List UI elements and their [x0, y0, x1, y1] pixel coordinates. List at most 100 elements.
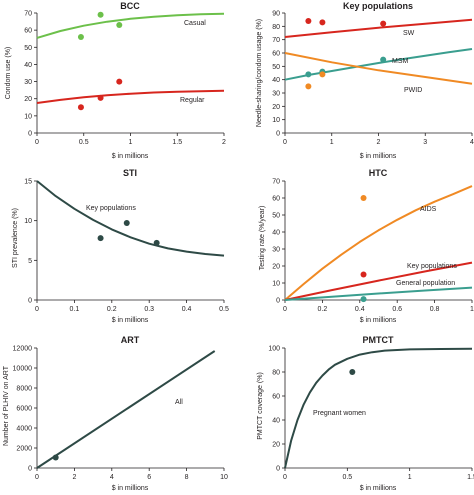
- x-tick-label: 0.4: [182, 306, 192, 313]
- y-tick-label: 30: [272, 247, 280, 254]
- x-tick-label: 2: [377, 139, 381, 146]
- data-point-key-populations: [123, 220, 130, 227]
- x-axis-label: $ in millions: [112, 153, 149, 160]
- x-tick-label: 0: [283, 306, 287, 313]
- y-axis-label: Needle-sharing/condom usage (%): [256, 19, 263, 127]
- series-label-key-populations: Key populations: [407, 263, 457, 270]
- x-tick-label: 4: [470, 139, 474, 146]
- y-tick-label: 60: [24, 28, 32, 35]
- y-tick-label: 15: [24, 179, 32, 186]
- y-tick-label: 70: [272, 179, 280, 186]
- data-point-aids: [360, 195, 367, 201]
- data-point-pregnant-women: [349, 369, 356, 375]
- y-tick-label: 60: [272, 196, 280, 203]
- panel-art: ART $ in millions Number of PLHIV on ART…: [3, 335, 228, 492]
- x-tick-label: 0.5: [342, 474, 352, 481]
- x-tick-label: 1: [470, 306, 474, 313]
- y-tick-label: 8000: [16, 386, 32, 393]
- series-curve-key-populations: [36, 180, 225, 257]
- x-tick-label: 0.5: [79, 139, 89, 146]
- data-point-key-populations: [360, 271, 367, 278]
- x-axis-label: $ in millions: [112, 485, 149, 492]
- y-tick-label: 50: [24, 45, 32, 52]
- data-point-sw: [305, 18, 312, 24]
- data-point-key-populations: [97, 235, 104, 242]
- series-curve-all: [36, 350, 216, 469]
- y-tick-label: 10: [272, 117, 280, 124]
- y-axis-label: Condom use (%): [5, 47, 12, 100]
- y-tick-label: 0: [276, 131, 280, 138]
- y-tick-label: 60: [272, 394, 280, 401]
- series-label-regular: Regular: [180, 97, 205, 104]
- series-curve-key-populations: [284, 261, 473, 301]
- data-point-general-population: [360, 296, 367, 303]
- series-label-aids: AIDS: [420, 206, 437, 213]
- series-label-sw: SW: [403, 30, 415, 37]
- x-tick-label: 6: [147, 474, 151, 481]
- panel-title: ART: [121, 335, 140, 345]
- x-tick-label: 4: [110, 474, 114, 481]
- y-tick-label: 10000: [13, 366, 33, 373]
- y-tick-label: 0: [28, 298, 32, 305]
- data-point-key-populations: [153, 239, 160, 246]
- plot-area: 0 0.1 0.2 0.3 0.4 0.5 0 5 10 15: [24, 179, 229, 314]
- series-label-all: All: [175, 399, 183, 406]
- data-point-regular: [77, 104, 84, 111]
- y-tick-label: 70: [24, 11, 32, 18]
- y-tick-label: 4000: [16, 426, 32, 433]
- y-tick-label: 5: [28, 258, 32, 265]
- y-tick-label: 20: [272, 264, 280, 271]
- data-point-pwid: [319, 71, 326, 78]
- y-tick-label: 12000: [13, 346, 33, 353]
- y-tick-label: 50: [272, 64, 280, 71]
- y-tick-label: 0: [28, 466, 32, 473]
- series-curve-pregnant-women: [284, 347, 473, 469]
- x-tick-label: 0.8: [430, 306, 440, 313]
- x-tick-label: 0.3: [144, 306, 154, 313]
- panel-htc: HTC $ in millions Testing rate (%/year) …: [259, 168, 474, 324]
- series-label-pregnant-women: Pregnant women: [313, 410, 366, 417]
- x-tick-label: 2: [72, 474, 76, 481]
- plot-area: 0 0.5 1 1.5 0 20 40 60 80 100: [268, 346, 474, 482]
- y-tick-label: 40: [272, 418, 280, 425]
- data-point-casual: [116, 22, 123, 28]
- x-tick-label: 0.2: [318, 306, 328, 313]
- data-point-casual: [77, 34, 84, 40]
- x-tick-label: 1.5: [467, 474, 474, 481]
- x-tick-label: 8: [185, 474, 189, 481]
- y-tick-label: 40: [272, 77, 280, 84]
- y-tick-label: 10: [24, 218, 32, 225]
- y-tick-label: 2000: [16, 446, 32, 453]
- y-tick-label: 40: [272, 230, 280, 237]
- series-label-general-population: General population: [396, 280, 455, 287]
- panel-title: HTC: [369, 168, 388, 178]
- x-tick-label: 1: [408, 474, 412, 481]
- y-tick-label: 100: [268, 346, 280, 353]
- x-tick-label: 0: [283, 139, 287, 146]
- y-tick-label: 30: [272, 91, 280, 98]
- x-tick-label: 1: [330, 139, 334, 146]
- x-tick-label: 0: [283, 474, 287, 481]
- series-curve-sw: [284, 18, 473, 38]
- data-point-sw: [319, 19, 326, 26]
- y-axis-label: Testing rate (%/year): [259, 206, 266, 271]
- y-tick-label: 0: [28, 131, 32, 138]
- data-point-regular: [116, 78, 123, 85]
- y-tick-label: 20: [272, 442, 280, 449]
- y-tick-label: 10: [24, 113, 32, 120]
- x-tick-label: 0: [35, 474, 39, 481]
- x-tick-label: 2: [222, 139, 226, 146]
- series-curve-regular: [36, 89, 225, 104]
- x-tick-label: 0.4: [355, 306, 365, 313]
- y-tick-label: 80: [272, 24, 280, 31]
- panel-title: STI: [123, 168, 137, 178]
- y-tick-label: 60: [272, 51, 280, 58]
- panel-title: PMTCT: [363, 335, 394, 345]
- data-point-pwid: [305, 83, 312, 90]
- x-axis-label: $ in millions: [112, 317, 149, 324]
- y-tick-label: 20: [24, 96, 32, 103]
- x-tick-label: 10: [220, 474, 228, 481]
- data-point-msm: [380, 56, 387, 63]
